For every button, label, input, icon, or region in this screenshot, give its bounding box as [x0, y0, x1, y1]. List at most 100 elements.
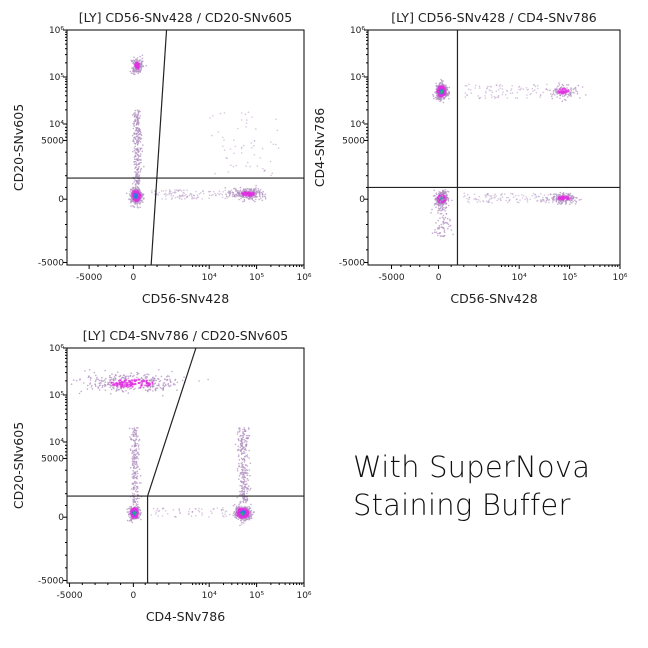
data-point — [561, 83, 564, 86]
data-point — [211, 512, 213, 514]
data-point — [141, 54, 144, 57]
data-point — [95, 374, 97, 377]
data-point — [132, 450, 134, 453]
data-point — [98, 389, 101, 391]
y-axis-label: CD4-SNv786 — [312, 108, 327, 187]
data-point — [139, 149, 142, 151]
data-point — [261, 196, 264, 198]
data-point — [133, 147, 136, 149]
data-point — [137, 134, 139, 137]
data-point — [128, 381, 131, 383]
y-tick-label: 5000 — [41, 454, 64, 464]
data-point — [132, 455, 135, 457]
data-point — [240, 437, 243, 440]
data-point — [129, 516, 131, 519]
data-point — [133, 508, 136, 510]
data-point — [136, 513, 138, 516]
data-point — [567, 93, 570, 95]
data-point — [155, 389, 157, 391]
data-point — [133, 493, 136, 496]
data-point — [168, 375, 170, 378]
data-point — [140, 147, 143, 150]
data-point — [439, 206, 442, 208]
data-point — [133, 115, 136, 117]
data-point — [139, 206, 141, 209]
data-point — [235, 505, 238, 508]
data-point — [569, 194, 571, 197]
data-point — [101, 376, 103, 379]
data-point — [522, 88, 524, 90]
data-point — [243, 506, 245, 508]
data-point — [243, 427, 245, 429]
data-point — [131, 382, 134, 385]
data-point — [240, 511, 243, 514]
data-point — [222, 507, 224, 509]
data-point — [561, 202, 564, 204]
data-point — [165, 198, 167, 200]
data-point — [505, 199, 507, 202]
data-point — [232, 165, 235, 168]
data-point — [473, 198, 476, 200]
data-point — [134, 476, 137, 479]
data-point — [134, 112, 137, 114]
data-point — [109, 386, 111, 389]
data-point — [536, 84, 539, 87]
data-point — [145, 64, 147, 67]
data-point — [511, 85, 513, 87]
x-tick-label: 10⁵ — [562, 273, 577, 283]
data-point — [156, 507, 159, 510]
data-point — [95, 379, 97, 382]
data-point — [110, 388, 113, 391]
data-point — [131, 183, 134, 185]
data-point — [516, 198, 518, 201]
data-point — [133, 133, 135, 135]
data-point — [134, 160, 136, 163]
data-point — [134, 449, 136, 451]
data-point — [535, 91, 538, 94]
data-point — [89, 383, 91, 385]
data-point — [442, 101, 445, 104]
data-point — [243, 511, 246, 514]
data-point — [240, 505, 242, 508]
data-point — [158, 378, 160, 380]
data-point — [146, 382, 149, 385]
data-point — [130, 198, 133, 200]
data-point — [167, 384, 169, 386]
data-point — [478, 195, 481, 198]
data-points — [125, 54, 280, 209]
data-point — [232, 512, 235, 515]
data-point — [191, 198, 193, 200]
data-point — [145, 377, 147, 380]
data-point — [94, 383, 96, 385]
data-point — [244, 498, 247, 501]
data-point — [245, 510, 248, 513]
data-point — [435, 192, 438, 194]
data-point — [133, 427, 135, 429]
data-point — [501, 88, 504, 90]
data-point — [439, 86, 442, 89]
data-point — [569, 201, 572, 203]
data-point — [249, 462, 252, 465]
data-point — [226, 191, 229, 194]
data-point — [135, 148, 137, 150]
data-point — [139, 171, 142, 173]
data-point — [146, 373, 148, 375]
data-point — [431, 232, 434, 234]
data-point — [439, 196, 442, 198]
gates — [368, 30, 620, 265]
data-point — [564, 195, 567, 197]
data-point — [249, 189, 252, 192]
data-point — [135, 498, 138, 501]
data-point — [243, 196, 246, 199]
data-point — [137, 157, 140, 159]
data-point — [241, 448, 244, 450]
data-point — [570, 87, 572, 89]
data-point — [166, 375, 169, 377]
data-point — [130, 372, 132, 375]
data-point — [497, 198, 500, 200]
data-point — [234, 145, 237, 148]
data-point — [133, 120, 135, 123]
data-point — [239, 435, 241, 438]
data-point — [221, 193, 223, 196]
data-point — [143, 386, 145, 389]
